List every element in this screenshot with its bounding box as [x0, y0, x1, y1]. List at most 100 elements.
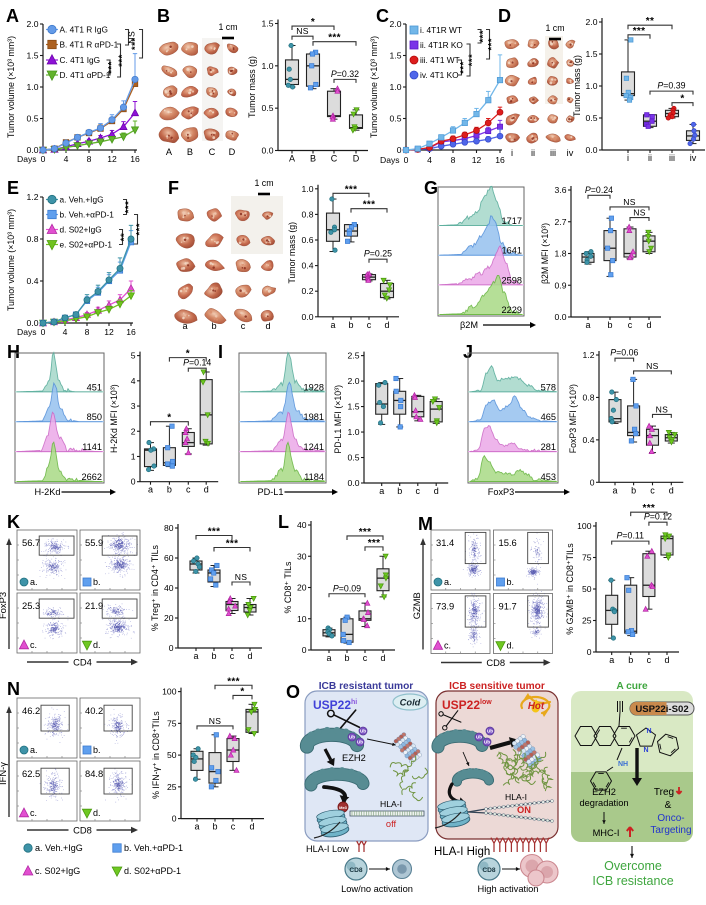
svg-text:CD4: CD4 — [73, 657, 92, 668]
svg-text:2.7: 2.7 — [555, 217, 567, 227]
svg-text:***: *** — [478, 30, 489, 43]
svg-text:62.5: 62.5 — [22, 768, 40, 779]
svg-text:a: a — [194, 822, 199, 832]
svg-text:NS: NS — [656, 404, 669, 414]
svg-text:***: *** — [359, 527, 372, 538]
svg-text:Tumor mass (g): Tumor mass (g) — [572, 55, 582, 117]
svg-text:2662: 2662 — [82, 472, 102, 482]
svg-text:a: a — [330, 320, 335, 330]
svg-text:***: *** — [633, 26, 646, 37]
svg-text:1.5: 1.5 — [390, 51, 402, 61]
svg-text:d.: d. — [93, 640, 101, 650]
svg-text:91.7: 91.7 — [499, 601, 517, 612]
svg-text:0: 0 — [404, 155, 409, 165]
svg-text:100: 100 — [162, 687, 177, 697]
svg-text:1 cm: 1 cm — [545, 23, 564, 33]
svg-text:1928: 1928 — [304, 382, 324, 392]
svg-text:B: B — [157, 6, 170, 26]
svg-text:d: d — [247, 651, 252, 661]
svg-text:21.9: 21.9 — [85, 600, 103, 611]
svg-text:1981: 1981 — [304, 412, 324, 422]
svg-text:CD8: CD8 — [482, 867, 496, 874]
svg-text:***: *** — [459, 61, 470, 74]
svg-text:ii. 4T1R KO: ii. 4T1R KO — [420, 40, 463, 50]
svg-text:H: H — [7, 342, 20, 362]
svg-text:1.0: 1.0 — [262, 61, 274, 71]
svg-text:8: 8 — [85, 327, 90, 337]
svg-text:578: 578 — [541, 382, 556, 392]
svg-text:b: b — [631, 485, 636, 495]
svg-text:% IFN-γ⁺ in CD8⁺TILs: % IFN-γ⁺ in CD8⁺TILs — [151, 711, 161, 799]
svg-text:b: b — [348, 320, 353, 330]
svg-text:75: 75 — [167, 718, 177, 728]
svg-text:Targeting: Targeting — [650, 825, 691, 836]
svg-text:20: 20 — [164, 613, 174, 623]
svg-text:***: *** — [328, 33, 341, 44]
svg-text:c.: c. — [30, 640, 37, 650]
svg-text:1717: 1717 — [502, 216, 522, 226]
svg-text:1.0: 1.0 — [27, 82, 39, 92]
svg-text:1.5: 1.5 — [262, 19, 274, 29]
svg-text:FoxP3: FoxP3 — [0, 592, 8, 619]
svg-text:b.: b. — [93, 745, 101, 755]
svg-text:d. S02+IgG: d. S02+IgG — [60, 225, 102, 235]
svg-text:d: d — [434, 486, 439, 496]
svg-text:FoxP3 MFI (×10³): FoxP3 MFI (×10³) — [568, 384, 578, 453]
svg-text:iv: iv — [690, 153, 697, 163]
svg-text:N: N — [643, 747, 648, 754]
svg-text:0.0: 0.0 — [555, 312, 567, 322]
svg-text:40: 40 — [297, 520, 307, 530]
svg-text:d: d — [249, 822, 254, 832]
svg-text:High activation: High activation — [478, 884, 539, 894]
svg-text:*: * — [680, 94, 684, 105]
svg-text:b. Veh.+αPD-1: b. Veh.+αPD-1 — [124, 843, 183, 853]
svg-text:Tumor volume (×10³ mm³): Tumor volume (×10³ mm³) — [369, 36, 379, 138]
svg-text:Days: Days — [380, 155, 400, 165]
svg-text:d: d — [204, 485, 209, 495]
svg-text:***: *** — [130, 37, 141, 50]
svg-text:P=0.06: P=0.06 — [610, 348, 638, 358]
svg-text:**: ** — [119, 233, 130, 241]
svg-text:80: 80 — [164, 523, 174, 533]
svg-text:P=0.14: P=0.14 — [183, 358, 211, 368]
svg-text:2.0: 2.0 — [586, 17, 598, 27]
svg-text:Ub: Ub — [487, 729, 493, 734]
svg-text:J: J — [463, 342, 473, 362]
svg-text:55.9: 55.9 — [85, 537, 103, 548]
svg-text:G: G — [424, 178, 438, 198]
svg-text:c: c — [628, 320, 633, 330]
svg-text:0: 0 — [587, 647, 592, 657]
svg-text:B: B — [187, 147, 193, 157]
svg-text:HLA-I: HLA-I — [380, 799, 402, 809]
svg-text:USP22: USP22 — [313, 698, 351, 712]
svg-text:Ub: Ub — [349, 735, 355, 740]
svg-text:FoxP3: FoxP3 — [488, 487, 515, 497]
svg-text:50: 50 — [582, 584, 592, 594]
svg-text:*: * — [167, 413, 171, 424]
svg-text:NS: NS — [646, 361, 659, 371]
svg-text:b: b — [628, 655, 633, 665]
svg-text:31.4: 31.4 — [436, 537, 454, 548]
svg-text:2.5: 2.5 — [348, 351, 360, 361]
svg-text:0.5: 0.5 — [586, 113, 598, 123]
svg-text:451: 451 — [87, 382, 102, 392]
svg-text:b.: b. — [93, 577, 101, 587]
svg-text:16: 16 — [495, 155, 505, 165]
svg-text:***: *** — [226, 539, 239, 550]
svg-text:1.5: 1.5 — [348, 402, 360, 412]
svg-text:1641: 1641 — [502, 246, 522, 256]
svg-text:25.3: 25.3 — [22, 600, 40, 611]
svg-text:0: 0 — [169, 643, 174, 653]
svg-text:% CD8⁺ TILs: % CD8⁺ TILs — [283, 561, 293, 614]
svg-text:***: *** — [117, 54, 128, 67]
svg-text:4: 4 — [63, 327, 68, 337]
svg-text:Hot: Hot — [528, 701, 545, 712]
svg-text:20: 20 — [297, 583, 307, 593]
svg-text:100: 100 — [577, 521, 592, 531]
svg-text:GZMB: GZMB — [411, 592, 422, 619]
svg-text:NS: NS — [235, 572, 248, 582]
svg-text:iii: iii — [550, 148, 556, 158]
svg-text:iv. 4T1 KO: iv. 4T1 KO — [420, 70, 459, 80]
svg-text:NS: NS — [209, 716, 222, 726]
svg-text:1.5: 1.5 — [586, 49, 598, 59]
